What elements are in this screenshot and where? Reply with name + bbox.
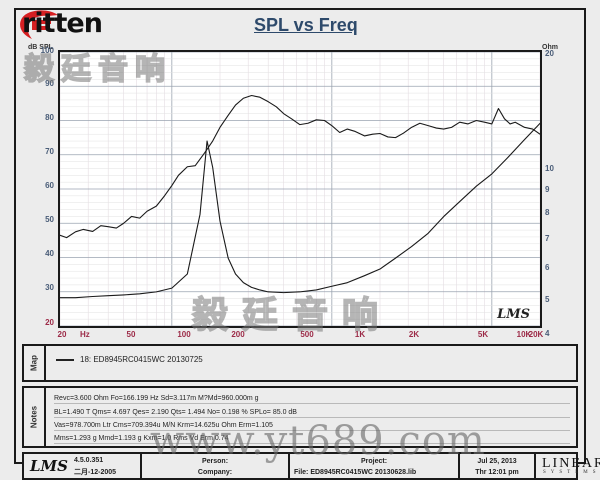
- brand-wordmark: ritten: [22, 8, 103, 39]
- person-label: Person:: [201, 458, 229, 465]
- tab-map-label: Map: [29, 355, 39, 371]
- legend-swatch-icon: [56, 358, 74, 361]
- tab-map[interactable]: Map: [24, 346, 46, 380]
- y-tick-right: 20: [545, 49, 554, 58]
- y-tick-left: 60: [45, 181, 54, 190]
- y-tick-right: 6: [545, 263, 550, 272]
- x-tick: 500: [300, 330, 314, 339]
- notes-panel: Notes Revc=3.600 Ohm Fo=166.199 Hz Sd=3.…: [22, 386, 578, 448]
- status-date: Jul 25, 2013: [477, 458, 517, 465]
- y-tick-right: 9: [545, 185, 550, 194]
- y-tick-right: 5: [545, 295, 550, 304]
- file-label: File: ED8945RC0415WC 20130628.lib: [294, 469, 417, 476]
- header-bar: ritten SPL vs Freq: [16, 8, 584, 42]
- plot-canvas: LMS: [58, 50, 542, 328]
- y-tick-left: 90: [45, 79, 54, 88]
- y-tick-left: 100: [40, 46, 54, 55]
- note-line: Revc=3.600 Ohm Fo=166.199 Hz Sd=3.117m M…: [54, 395, 570, 404]
- status-version-cell: LMS 4.5.0.351 二月-12-2005: [24, 454, 142, 478]
- y-tick-right: 8: [545, 208, 550, 217]
- status-time: Thr 12:01 pm: [475, 469, 519, 476]
- linearx-logo: LINEARX: [542, 456, 600, 471]
- lms-logo: LMS: [30, 457, 68, 475]
- map-panel: Map 18: ED8945RC0415WC 20130725: [22, 344, 578, 382]
- y-axis-right: Ohm 20 10 9 8 7 6 5 4 3: [542, 40, 578, 367]
- legend-label: 18: ED8945RC0415WC 20130725: [80, 355, 203, 364]
- window-frame: ritten SPL vs Freq dB SPL 100 90 80 70 6…: [14, 8, 600, 480]
- app-version: 4.5.0.351: [74, 457, 104, 464]
- y-tick-left: 20: [45, 318, 54, 327]
- x-tick: 1K: [354, 330, 366, 339]
- y-axis-left: dB SPL 100 90 80 70 60 50 40 30 20: [22, 40, 56, 338]
- y-tick-left: 80: [45, 113, 54, 122]
- eritten-logo-icon: [20, 10, 58, 39]
- chart-area: dB SPL 100 90 80 70 60 50 40 30 20 Ohm 2…: [22, 40, 578, 367]
- x-tick: 20: [57, 330, 67, 339]
- project-label: Project:: [360, 458, 388, 465]
- status-project-cell[interactable]: Project: File: ED8945RC0415WC 20130628.l…: [290, 454, 460, 478]
- status-vendor-cell: LINEARX SYSTEMS: [536, 454, 600, 478]
- y-tick-left: 50: [45, 215, 54, 224]
- status-date-cell: Jul 25, 2013 Thr 12:01 pm: [460, 454, 536, 478]
- x-axis-unit-label: Hz: [80, 330, 90, 339]
- y-tick-right: 10: [545, 164, 554, 173]
- company-label: Company:: [197, 469, 233, 476]
- x-tick: 100: [177, 330, 191, 339]
- x-tick: 50: [126, 330, 136, 339]
- tab-notes-label: Notes: [29, 405, 39, 429]
- app-build-date: 二月-12-2005: [74, 469, 117, 476]
- note-line: BL=1.490 T Qms= 4.697 Qes= 2.190 Qts= 1.…: [54, 409, 570, 418]
- y-tick-left: 70: [45, 147, 54, 156]
- x-tick: 2K: [408, 330, 420, 339]
- note-line: Mms=1.293 g Mmd=1.193 g Kxm=1.0 Rms Vd E…: [54, 435, 570, 444]
- x-axis: Hz 20 50 100 200 500 1K 2K 5K 10K 20K: [57, 329, 544, 343]
- y-tick-right: 7: [545, 234, 550, 243]
- y-axis-right-label: Ohm: [542, 44, 558, 51]
- y-axis-left-label: dB SPL: [28, 44, 53, 51]
- lms-plot-signature: LMS: [497, 307, 530, 322]
- y-tick-right: 4: [545, 329, 550, 338]
- x-tick: 20K: [528, 330, 544, 339]
- chart-svg: [60, 52, 540, 326]
- tab-notes[interactable]: Notes: [24, 388, 46, 446]
- status-bar: LMS 4.5.0.351 二月-12-2005 Person: Company…: [22, 452, 600, 480]
- legend-entry[interactable]: 18: ED8945RC0415WC 20130725: [56, 355, 203, 364]
- linearx-sub: SYSTEMS: [543, 470, 600, 475]
- x-tick: 10K: [516, 330, 532, 339]
- y-tick-left: 40: [45, 249, 54, 258]
- status-person-cell[interactable]: Person: Company:: [142, 454, 290, 478]
- x-tick: 5K: [477, 330, 489, 339]
- x-tick: 200: [231, 330, 245, 339]
- note-line: Vas=978.700m Ltr Cms=709.394u M/N Krm=14…: [54, 422, 570, 431]
- page-title: SPL vs Freq: [254, 15, 358, 35]
- y-tick-left: 30: [45, 283, 54, 292]
